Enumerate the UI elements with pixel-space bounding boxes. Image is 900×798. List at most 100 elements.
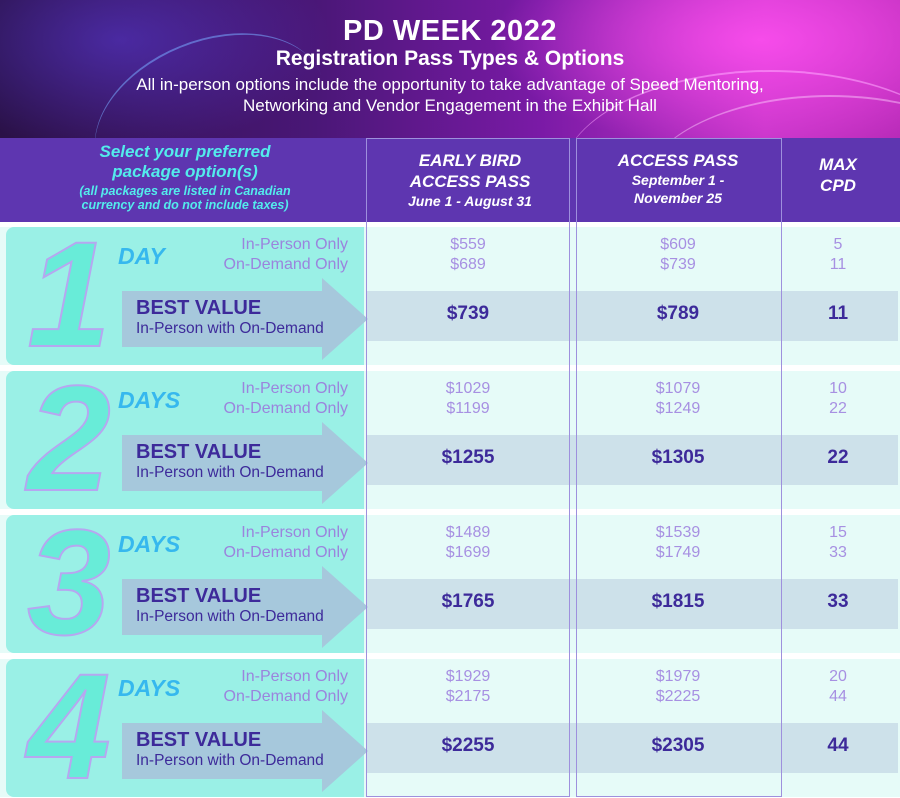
cpd-in-person: 15 bbox=[829, 524, 847, 541]
banner-description-line: Networking and Vendor Engagement in the … bbox=[243, 96, 657, 115]
option-label-in-person: In-Person Only bbox=[241, 380, 348, 397]
option-label-on-demand: On-Demand Only bbox=[223, 400, 349, 417]
arrow-icon bbox=[122, 422, 368, 504]
best-value-title: BEST VALUE bbox=[136, 585, 262, 607]
column-header-max-cpd: MAX CPD bbox=[806, 154, 870, 196]
currency-note-line: currency and do not include taxes) bbox=[81, 198, 289, 212]
page-subtitle: Registration Pass Types & Options bbox=[275, 47, 625, 70]
best-value-row-highlight bbox=[366, 291, 898, 341]
price-in-person: $1539 bbox=[655, 524, 701, 541]
best-value-subtitle: In-Person with On-Demand bbox=[136, 464, 324, 481]
access-pass-prices: $1979 $2225 bbox=[578, 667, 778, 707]
best-value-label: BEST VALUE In-Person with On-Demand bbox=[136, 297, 324, 338]
access-pass-prices: $609 $739 bbox=[578, 235, 778, 275]
best-value-subtitle: In-Person with On-Demand bbox=[136, 320, 324, 337]
best-value-label: BEST VALUE In-Person with On-Demand bbox=[136, 585, 324, 626]
column-header-line: CPD bbox=[820, 176, 856, 195]
price-on-demand: $1199 bbox=[446, 400, 490, 417]
best-value-title: BEST VALUE bbox=[136, 729, 262, 751]
cpd-on-demand: 33 bbox=[829, 544, 847, 561]
table-header bbox=[0, 138, 900, 222]
package-block-2: 2 DAYS In-Person Only On-Demand Only BES… bbox=[0, 362, 900, 514]
best-value-subtitle: In-Person with On-Demand bbox=[136, 752, 324, 769]
price-on-demand: $2225 bbox=[655, 688, 701, 705]
price-in-person: $559 bbox=[450, 236, 486, 253]
early-bird-prices: $1029 $1199 bbox=[368, 379, 568, 419]
price-on-demand: $1249 bbox=[655, 400, 701, 417]
option-labels: In-Person Only On-Demand Only bbox=[180, 379, 349, 419]
package-number: 1 bbox=[26, 210, 111, 378]
option-labels: In-Person Only On-Demand Only bbox=[180, 667, 349, 707]
best-value-subtitle: In-Person with On-Demand bbox=[136, 608, 324, 625]
price-in-person: $1029 bbox=[445, 380, 491, 397]
option-label-on-demand: On-Demand Only bbox=[223, 256, 349, 273]
cpd-in-person: 10 bbox=[829, 380, 847, 397]
access-pass-prices: $1079 $1249 bbox=[578, 379, 778, 419]
access-pass-best-price: $2305 bbox=[651, 735, 705, 756]
access-pass-best-price: $1305 bbox=[651, 447, 705, 468]
price-on-demand: $1699 bbox=[445, 544, 491, 561]
package-unit: DAYS bbox=[118, 675, 181, 701]
column-header-dates: September 1 - bbox=[631, 172, 725, 188]
column-header-dates: November 25 bbox=[634, 190, 722, 206]
price-in-person: $1979 bbox=[655, 668, 701, 685]
option-label-in-person: In-Person Only bbox=[241, 524, 348, 541]
option-labels: In-Person Only On-Demand Only bbox=[180, 523, 349, 563]
arrow-icon bbox=[122, 710, 368, 792]
banner: PD WEEK 2022 Registration Pass Types & O… bbox=[0, 0, 900, 138]
package-unit: DAYS bbox=[118, 387, 181, 413]
page-title: PD WEEK 2022 bbox=[343, 15, 557, 47]
option-labels: In-Person Only On-Demand Only bbox=[180, 235, 349, 275]
select-option-heading: Select your preferred package option(s) … bbox=[40, 142, 330, 212]
column-header-access-pass: ACCESS PASS September 1 - November 25 bbox=[580, 150, 776, 207]
option-label-in-person: In-Person Only bbox=[241, 236, 348, 253]
early-bird-prices: $559 $689 bbox=[368, 235, 568, 275]
best-value-title: BEST VALUE bbox=[136, 441, 262, 463]
cpd-best-value: 11 bbox=[827, 303, 849, 324]
package-unit: DAYS bbox=[118, 531, 181, 557]
option-label-on-demand: On-Demand Only bbox=[223, 544, 349, 561]
price-on-demand: $2175 bbox=[445, 688, 491, 705]
price-in-person: $609 bbox=[660, 236, 696, 253]
access-pass-best-price: $789 bbox=[656, 303, 700, 324]
cpd-best-value: 22 bbox=[827, 447, 849, 468]
package-number: 3 bbox=[26, 498, 111, 666]
option-label-in-person: In-Person Only bbox=[241, 668, 348, 685]
best-value-row-highlight bbox=[366, 723, 898, 773]
cpd-values: 20 44 bbox=[806, 667, 870, 707]
select-heading-line: Select your preferred bbox=[99, 142, 271, 161]
cpd-best-value: 33 bbox=[827, 591, 849, 612]
cpd-on-demand: 44 bbox=[829, 688, 847, 705]
best-value-row-highlight bbox=[366, 435, 898, 485]
early-bird-best-price: $739 bbox=[446, 303, 490, 324]
column-header-line: ACCESS PASS bbox=[617, 151, 739, 170]
access-pass-prices: $1539 $1749 bbox=[578, 523, 778, 563]
column-header-dates: June 1 - August 31 bbox=[408, 193, 532, 209]
package-block-3: 3 DAYS In-Person Only On-Demand Only BES… bbox=[0, 498, 900, 666]
price-in-person: $1489 bbox=[445, 524, 491, 541]
light-streak-decoration bbox=[560, 70, 900, 138]
early-bird-prices: $1929 $2175 bbox=[368, 667, 568, 707]
column-header-early-bird: EARLY BIRD ACCESS PASS June 1 - August 3… bbox=[372, 150, 568, 210]
option-label-on-demand: On-Demand Only bbox=[223, 688, 349, 705]
best-value-label: BEST VALUE In-Person with On-Demand bbox=[136, 729, 324, 770]
price-in-person: $1079 bbox=[655, 380, 701, 397]
cpd-values: 5 11 bbox=[806, 235, 870, 275]
price-on-demand: $739 bbox=[660, 256, 696, 273]
banner-description-line: All in-person options include the opport… bbox=[136, 75, 764, 94]
package-block-4: 4 DAYS In-Person Only On-Demand Only BES… bbox=[0, 650, 900, 798]
price-in-person: $1929 bbox=[445, 668, 491, 685]
banner-description: All in-person options include the opport… bbox=[0, 74, 900, 116]
best-value-row-highlight bbox=[366, 579, 898, 629]
column-header-line: EARLY BIRD bbox=[418, 151, 522, 170]
arrow-icon bbox=[122, 566, 368, 648]
column-header-line: MAX bbox=[819, 155, 857, 174]
early-bird-best-price: $2255 bbox=[441, 735, 495, 756]
access-pass-best-price: $1815 bbox=[651, 591, 705, 612]
currency-note-line: (all packages are listed in Canadian bbox=[79, 184, 291, 198]
cpd-in-person: 20 bbox=[829, 668, 847, 685]
select-heading-line: package option(s) bbox=[112, 162, 258, 181]
early-bird-prices: $1489 $1699 bbox=[368, 523, 568, 563]
early-bird-best-price: $1255 bbox=[441, 447, 495, 468]
cpd-values: 10 22 bbox=[806, 379, 870, 419]
